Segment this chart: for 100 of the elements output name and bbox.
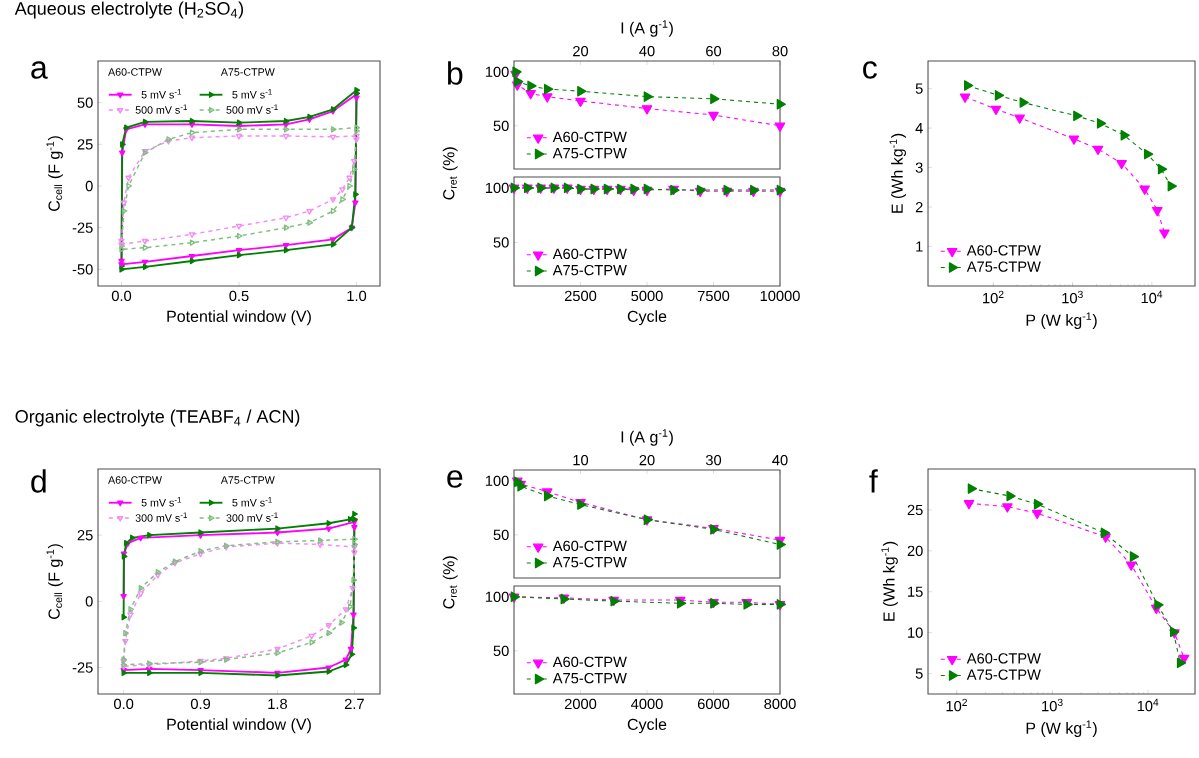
x-tick-label: 5000	[631, 290, 663, 302]
legend-label: 300 mV s$^{-1}$	[135, 512, 187, 522]
x-tick-label: 0.9	[190, 698, 211, 710]
y-tick-label: 25	[77, 530, 93, 541]
text: c	[863, 61, 877, 79]
x-tick-label: 2.7	[344, 698, 364, 709]
legend-label: A75-CTPW	[552, 147, 627, 159]
x-tick-label: 20	[573, 45, 589, 57]
y-tick-label: 50	[77, 97, 93, 108]
legend-label: A60-CTPW	[552, 248, 627, 260]
x-axis-title: Cycle	[627, 310, 667, 326]
x-axis-title: Potential window (V)	[167, 718, 311, 734]
x-tick-label: 80	[772, 45, 788, 57]
x-axis-title: I (A g$^{-1}$)	[621, 429, 673, 446]
x-axis-title: P (W kg$^{-1}$)	[1026, 720, 1097, 737]
x-tick-label: 20	[639, 454, 655, 466]
y-axis-title: C$_{ret}$ (%)	[442, 147, 458, 200]
annotation: A75-CTPW	[220, 68, 275, 76]
x-tick-label: 0.5	[229, 290, 249, 302]
text: a	[31, 61, 48, 79]
x-tick-label: 10$^{4}$	[1141, 290, 1163, 304]
x-tick-label: 0.0	[111, 290, 132, 302]
y-tick-label: -25	[72, 662, 93, 673]
y-tick-label: -25	[72, 222, 93, 233]
annotation: A60-CTPW	[108, 476, 162, 484]
y-tick-label: 5	[915, 668, 923, 679]
legend-label: 5 mV s$^{-1}$	[141, 497, 182, 507]
y-tick-label: 10	[908, 627, 923, 638]
y-tick-label: 0	[85, 596, 93, 607]
legend-label: A75-CTPW	[552, 264, 627, 276]
y-tick-label: 50	[493, 645, 509, 657]
x-tick-label: 7500	[697, 290, 730, 302]
x-tick-label: 0.0	[114, 698, 134, 710]
y-tick-label: 0	[85, 180, 93, 192]
y-tick-label: 100	[485, 66, 509, 77]
y-axis-title: C$_{cell}$ (F g$^{-1}$)	[46, 136, 63, 211]
x-tick-label: 10$^{3}$	[1062, 290, 1083, 304]
y-tick-label: 50	[493, 120, 509, 131]
x-tick-label: 10	[573, 454, 589, 466]
annotation: A60-CTPW	[108, 68, 162, 76]
x-tick-label: 1.0	[347, 290, 367, 302]
legend-label: 500 mV s$^{-1}$	[226, 104, 278, 114]
chart-title: Organic electrolyte (TEABF$_{4}$ / ACN)	[15, 409, 300, 427]
y-tick-label: 100	[485, 182, 509, 194]
y-tick-label: 2	[915, 201, 923, 213]
x-axis-title: Potential window (V)	[167, 310, 311, 326]
x-tick-label: 10$^{2}$	[983, 290, 1004, 304]
y-tick-label: 100	[485, 475, 509, 486]
x-tick-label: 2500	[564, 290, 597, 302]
x-axis-title: Cycle	[627, 718, 667, 734]
x-tick-label: 10$^{2}$	[946, 698, 967, 712]
y-tick-label: 1	[916, 241, 923, 252]
x-tick-label: 8000	[764, 698, 796, 710]
chart-title: Aqueous electrolyte (H$_{2}$SO$_{4}$)	[14, 1, 244, 19]
annotation: A75-CTPW	[220, 476, 275, 484]
x-tick-label: 10000	[760, 290, 800, 302]
legend-label: A75-CTPW	[552, 556, 627, 568]
y-tick-label: 100	[485, 591, 509, 603]
y-tick-label: 5	[915, 83, 923, 94]
text: e	[447, 470, 463, 488]
legend-label: A60-CTPW	[966, 245, 1041, 256]
y-tick-label: -50	[72, 264, 93, 275]
y-axis-title: C$_{cell}$ (F g$^{-1}$)	[46, 544, 63, 619]
x-tick-label: 60	[706, 45, 722, 57]
y-tick-label: 3	[915, 162, 923, 173]
legend-label: 5 mV s$^{-1}$	[232, 89, 272, 99]
y-axis-title: C$_{ret}$ (%)	[442, 556, 458, 609]
x-tick-label: 10$^{4}$	[1137, 698, 1159, 712]
text: f	[869, 469, 878, 493]
text: b	[448, 61, 463, 85]
y-tick-label: 50	[493, 529, 509, 540]
x-tick-label: 40	[772, 454, 788, 466]
y-tick-label: 25	[907, 504, 923, 516]
legend-label: 500 mV s$^{-1}$	[135, 104, 187, 114]
x-tick-label: 6000	[697, 698, 730, 710]
x-axis-title: P (W kg$^{-1}$)	[1026, 312, 1097, 329]
x-tick-label: 4000	[631, 698, 663, 710]
x-axis-title: I (A g$^{-1}$)	[621, 20, 673, 37]
legend-label: A60-CTPW	[552, 656, 627, 668]
x-tick-label: 10$^{3}$	[1042, 698, 1063, 712]
legend-label: 300 mV s$^{-1}$	[226, 512, 278, 522]
y-tick-label: 50	[493, 237, 509, 248]
x-tick-label: 2000	[564, 698, 597, 710]
y-tick-label: 25	[77, 139, 93, 150]
y-tick-label: 20	[907, 545, 923, 557]
x-tick-label: 40	[639, 45, 655, 57]
text: d	[31, 469, 46, 493]
legend-label: A75-CTPW	[966, 261, 1041, 272]
y-axis-title: E (Wh kg$^{-1}$)	[889, 133, 906, 213]
legend-label: 5 mV s$^{-1}$	[232, 497, 272, 507]
legend-label: A75-CTPW	[552, 672, 627, 684]
x-tick-label: 30	[705, 454, 722, 466]
legend-label: A60-CTPW	[552, 131, 627, 143]
y-tick-label: 4	[915, 123, 923, 134]
legend-label: A75-CTPW	[966, 669, 1041, 680]
y-tick-label: 15	[908, 586, 923, 597]
legend-label: A60-CTPW	[552, 540, 627, 552]
x-tick-label: 1.8	[268, 698, 287, 710]
y-axis-title: E (Wh kg$^{-1}$)	[881, 541, 898, 621]
legend-label: 5 mV s$^{-1}$	[141, 89, 182, 99]
